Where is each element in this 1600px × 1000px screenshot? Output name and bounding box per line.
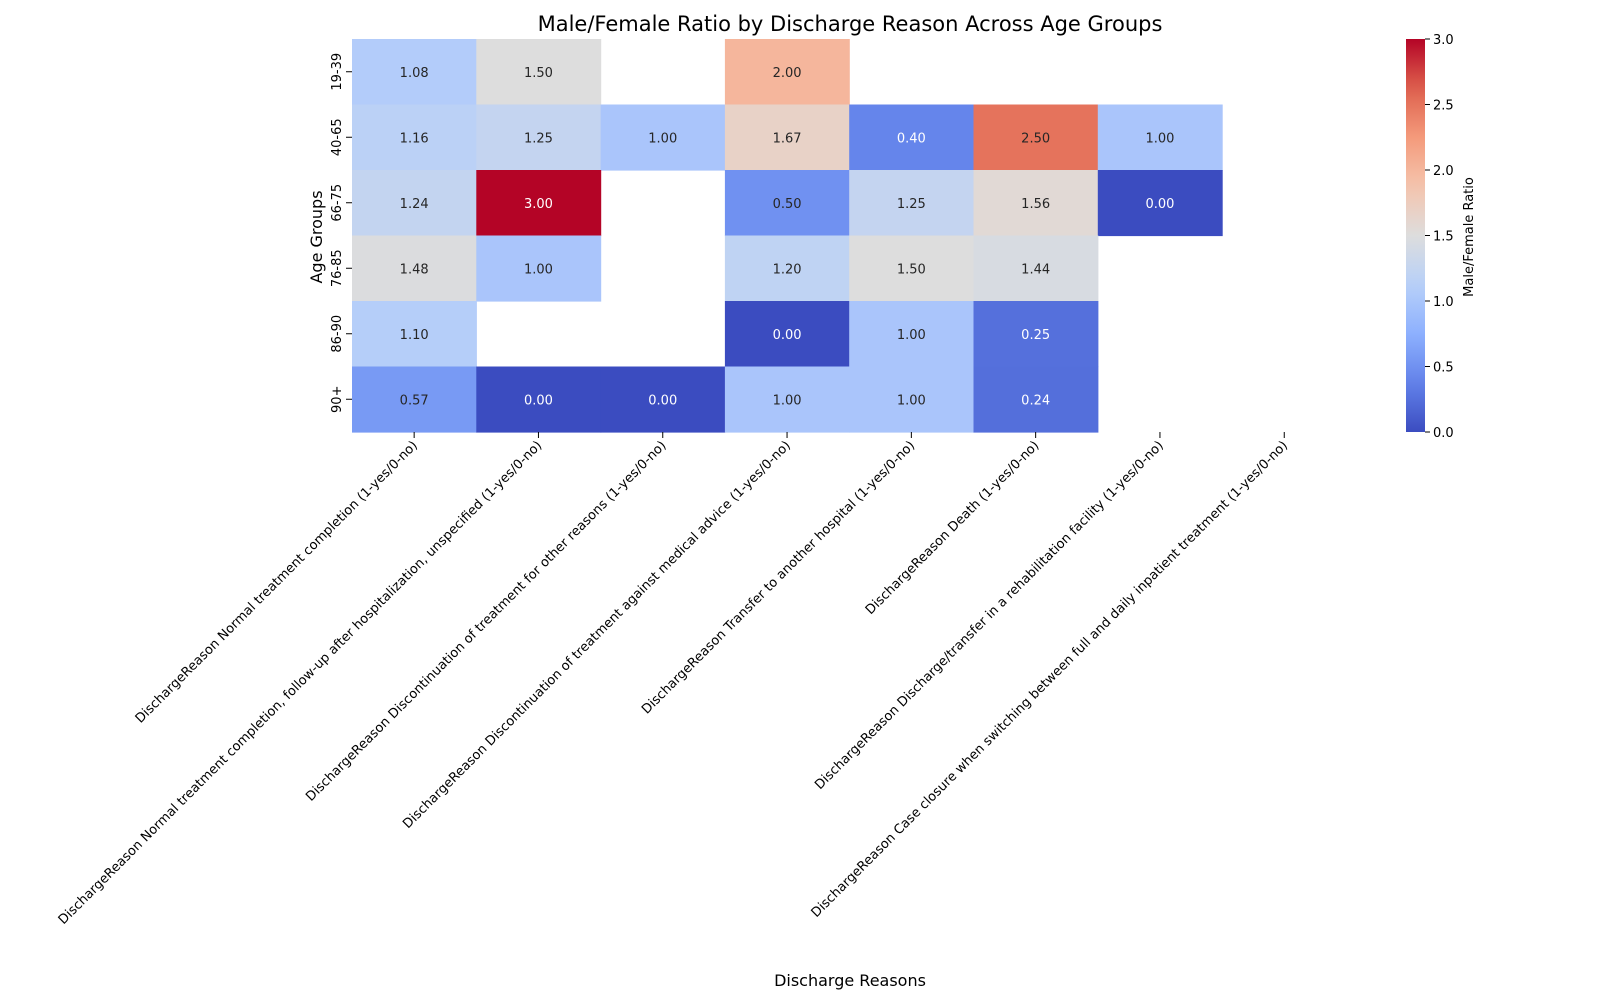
y-tick-label: 76-85	[330, 249, 345, 287]
heatmap-cell	[849, 170, 975, 237]
heatmap-cell	[849, 301, 975, 368]
heatmap-cell	[724, 170, 850, 237]
colorbar-tick-label: 2.0	[1433, 164, 1454, 179]
heatmap-cell	[724, 39, 850, 106]
x-tick-label: DischargeReason Discontinuation of treat…	[400, 438, 794, 832]
cell-value-label: 1.00	[648, 131, 677, 146]
cell-value-label: 1.44	[1021, 262, 1050, 277]
cell-value-label: 1.00	[524, 262, 553, 277]
cell-value-label: 2.50	[1021, 131, 1050, 146]
cell-value-label: 1.25	[897, 197, 926, 212]
heatmap-cell	[352, 39, 477, 106]
cell-value-label: 1.56	[1021, 197, 1050, 212]
cell-value-label: 1.25	[524, 131, 553, 146]
heatmap-cell	[352, 104, 477, 171]
heatmap-cell	[724, 366, 850, 433]
chart-title: Male/Female Ratio by Discharge Reason Ac…	[538, 12, 1163, 36]
colorbar-tick-label: 0.5	[1433, 361, 1454, 376]
heatmap-cell	[724, 301, 850, 368]
heatmap-cell	[352, 301, 477, 368]
y-tick-label: 40-65	[330, 118, 345, 156]
colorbar-tick-label: 1.5	[1433, 230, 1454, 245]
cell-value-label: 1.20	[773, 262, 802, 277]
heatmap-cell	[849, 104, 975, 171]
heatmap-cell	[1097, 104, 1223, 171]
cell-value-label: 0.57	[400, 393, 429, 408]
colorbar-tick-label: 1.0	[1433, 295, 1454, 310]
x-axis-label: Discharge Reasons	[774, 971, 926, 990]
cell-value-label: 1.67	[773, 131, 802, 146]
cell-value-label: 1.48	[400, 262, 429, 277]
heatmap-cell	[724, 235, 850, 302]
x-ticks: DischargeReason Normal treatment complet…	[56, 432, 1291, 928]
x-tick-label: DischargeReason Case closure when switch…	[809, 438, 1291, 920]
cell-value-label: 1.00	[1145, 131, 1174, 146]
cell-value-label: 0.00	[524, 393, 553, 408]
heatmap-cells: 1.08 1.50 2.00 1.16 1.25 1.00 1.67 0.40 2.50 1.00…	[352, 39, 1223, 433]
heatmap-cell	[849, 235, 975, 302]
cell-value-label: 1.16	[400, 131, 429, 146]
x-tick-label: DischargeReason Transfer to another hosp…	[639, 438, 918, 717]
x-tick-label: DischargeReason Normal treatment complet…	[56, 438, 546, 928]
cell-value-label: 3.00	[524, 197, 553, 212]
heatmap-cell	[352, 366, 477, 433]
cell-value-label: 1.08	[400, 66, 429, 81]
cell-value-label: 1.24	[400, 197, 429, 212]
heatmap-cell	[352, 235, 477, 302]
heatmap-cell	[476, 104, 602, 171]
heatmap-cell	[476, 39, 602, 106]
cell-value-label: 0.24	[1021, 393, 1050, 408]
colorbar-tick-label: 0.0	[1433, 426, 1454, 441]
colorbar-gradient	[1406, 39, 1425, 432]
y-tick-label: 90+	[330, 386, 345, 413]
y-tick-label: 66-75	[330, 184, 345, 222]
heatmap-cell	[973, 235, 1099, 302]
heatmap-cell	[352, 170, 477, 237]
y-ticks: 19-39 40-65 66-75 76-85 86-90 90+	[330, 53, 352, 413]
cell-value-label: 0.00	[773, 328, 802, 343]
cell-value-label: 1.50	[524, 66, 553, 81]
cell-value-label: 1.00	[773, 393, 802, 408]
heatmap-cell	[600, 104, 726, 171]
heatmap-cell	[973, 170, 1099, 237]
heatmap-cell	[476, 235, 602, 302]
cell-value-label: 1.00	[897, 328, 926, 343]
heatmap-cell	[973, 104, 1099, 171]
cell-value-label: 0.50	[773, 197, 802, 212]
cell-value-label: 1.00	[897, 393, 926, 408]
y-tick-label: 86-90	[330, 315, 345, 353]
heatmap-cell	[849, 366, 975, 433]
y-tick-label: 19-39	[330, 53, 345, 91]
colorbar-label: Male/Female Ratio	[1462, 177, 1477, 297]
colorbar-tick-label: 2.5	[1433, 99, 1454, 114]
heatmap-cell	[476, 170, 602, 237]
y-axis-label: Age Groups	[307, 190, 326, 283]
x-tick-label: DischargeReason Normal treatment complet…	[133, 438, 421, 726]
cell-value-label: 0.00	[648, 393, 677, 408]
colorbar: 0.0 0.5 1.0 1.5 2.0 2.5 3.0	[1406, 33, 1454, 441]
heatmap-cell	[476, 366, 602, 433]
heatmap-cell	[1097, 170, 1223, 237]
colorbar-tick-label: 3.0	[1433, 33, 1454, 48]
cell-value-label: 1.50	[897, 262, 926, 277]
cell-value-label: 2.00	[773, 66, 802, 81]
cell-value-label: 0.00	[1145, 197, 1174, 212]
cell-value-label: 1.10	[400, 328, 429, 343]
heatmap-cell	[600, 366, 726, 433]
heatmap-cell	[973, 301, 1099, 368]
heatmap-cell	[724, 104, 850, 171]
heatmap-cell	[973, 366, 1099, 433]
cell-value-label: 0.25	[1021, 328, 1050, 343]
cell-value-label: 0.40	[897, 131, 926, 146]
